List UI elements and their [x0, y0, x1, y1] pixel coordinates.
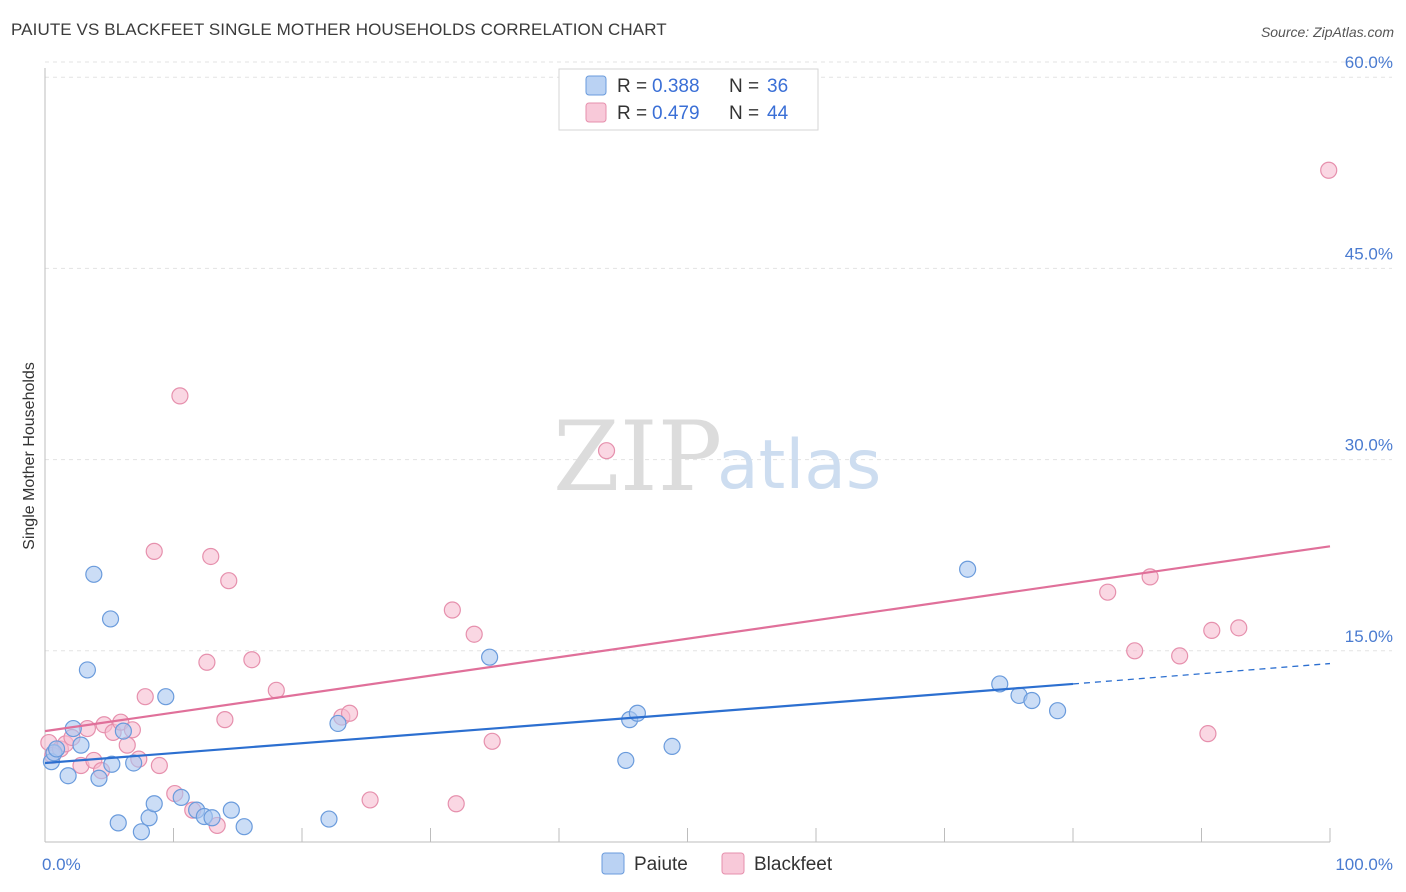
- x-tick-labels: 0.0% 100.0%: [42, 855, 1393, 874]
- trend-line-extension-paiute: [1072, 662, 1331, 685]
- blackfeet-point: [1126, 642, 1144, 660]
- paiute-point: [78, 661, 97, 679]
- blackfeet-point: [1199, 725, 1217, 743]
- y-tick-label: 60.0%: [1345, 53, 1393, 72]
- paiute-point: [959, 560, 977, 578]
- paiute-point: [132, 823, 150, 841]
- paiute-point: [47, 740, 66, 758]
- blackfeet-point: [483, 732, 501, 750]
- blackfeet-point: [597, 442, 616, 460]
- legend-n-label-paiute: N =: [729, 76, 759, 97]
- paiute-point: [101, 610, 120, 628]
- blackfeet-point: [1320, 161, 1338, 179]
- x-tick-label: 0.0%: [42, 855, 81, 874]
- blackfeet-point: [340, 704, 359, 722]
- watermark-zip: ZIP: [553, 401, 722, 513]
- blackfeet-point: [220, 572, 238, 590]
- paiute-points: [42, 560, 1067, 841]
- stats-legend: R = 0.388 N = 36 R = 0.479 N = 44: [558, 68, 819, 131]
- blackfeet-point: [202, 547, 220, 566]
- legend-r-label-paiute: R =: [617, 76, 647, 97]
- series-legend-label-blackfeet: Blackfeet: [754, 854, 833, 875]
- series-legend-label-paiute: Paiute: [634, 854, 688, 875]
- y-tick-label: 30.0%: [1345, 436, 1393, 455]
- paiute-point: [235, 818, 253, 836]
- blackfeet-point: [145, 542, 163, 560]
- series-legend: Paiute Blackfeet: [601, 852, 833, 875]
- paiute-point: [991, 675, 1009, 693]
- blackfeet-point: [1230, 619, 1248, 637]
- x-tick-label: 100.0%: [1335, 855, 1393, 874]
- legend-n-value-paiute: 36: [767, 76, 788, 97]
- watermark: ZIP atlas: [553, 401, 881, 513]
- y-tick-label: 45.0%: [1345, 244, 1393, 263]
- paiute-point: [320, 810, 338, 828]
- paiute-point: [1023, 691, 1041, 710]
- blackfeet-point: [150, 756, 168, 775]
- paiute-point: [72, 736, 90, 754]
- paiute-point: [103, 755, 121, 773]
- paiute-point: [90, 769, 108, 787]
- blackfeet-point: [443, 601, 461, 619]
- paiute-point: [125, 754, 143, 772]
- paiute-point: [329, 714, 347, 733]
- paiute-point: [157, 688, 175, 706]
- paiute-point: [203, 809, 221, 827]
- legend-r-value-blackfeet: 0.479: [652, 103, 700, 124]
- legend-n-label-blackfeet: N =: [729, 103, 759, 124]
- blackfeet-point: [243, 651, 261, 669]
- chart-title: PAIUTE VS BLACKFEET SINGLE MOTHER HOUSEH…: [11, 20, 667, 39]
- trend-line-paiute: [44, 682, 1074, 765]
- y-tick-labels: 15.0% 30.0% 45.0% 60.0%: [1345, 53, 1393, 646]
- paiute-point: [481, 648, 499, 666]
- blackfeet-point: [361, 791, 379, 809]
- legend-n-value-blackfeet: 44: [767, 103, 789, 124]
- blackfeet-point: [216, 711, 234, 729]
- paiute-point: [617, 751, 635, 770]
- series-legend-swatch-paiute: [601, 852, 625, 875]
- paiute-point: [114, 722, 132, 740]
- paiute-point: [663, 737, 681, 756]
- blackfeet-point: [171, 387, 189, 405]
- y-axis-title-group: Single Mother Households: [21, 362, 38, 550]
- paiute-point: [145, 795, 163, 813]
- legend-swatch-paiute: [585, 75, 607, 96]
- y-axis-title: Single Mother Households: [21, 362, 38, 550]
- legend-r-value-paiute: 0.388: [652, 76, 700, 97]
- blackfeet-point: [465, 625, 483, 643]
- legend-swatch-blackfeet: [585, 102, 607, 123]
- blackfeet-point: [1203, 621, 1221, 640]
- paiute-point: [109, 814, 127, 832]
- blackfeet-point: [136, 688, 154, 706]
- blackfeet-point: [1099, 583, 1117, 601]
- paiute-point: [172, 788, 190, 806]
- trend-line-blackfeet: [44, 545, 1331, 733]
- watermark-atlas: atlas: [717, 426, 881, 505]
- legend-r-label-blackfeet: R =: [617, 103, 647, 124]
- paiute-point: [85, 565, 103, 583]
- series-legend-swatch-blackfeet: [721, 852, 745, 875]
- blackfeet-point: [447, 795, 465, 813]
- blackfeet-point: [1171, 647, 1189, 665]
- trend-lines: [44, 545, 1331, 765]
- paiute-point: [222, 801, 240, 819]
- grid-lines: [45, 61, 1392, 652]
- paiute-point: [59, 767, 77, 785]
- source-credit: Source: ZipAtlas.com: [1260, 24, 1394, 40]
- y-tick-label: 15.0%: [1345, 627, 1393, 646]
- blackfeet-point: [198, 653, 216, 671]
- blackfeet-point: [118, 736, 136, 754]
- paiute-point: [1048, 702, 1067, 720]
- blackfeet-point: [267, 681, 285, 699]
- axes: [44, 68, 1331, 843]
